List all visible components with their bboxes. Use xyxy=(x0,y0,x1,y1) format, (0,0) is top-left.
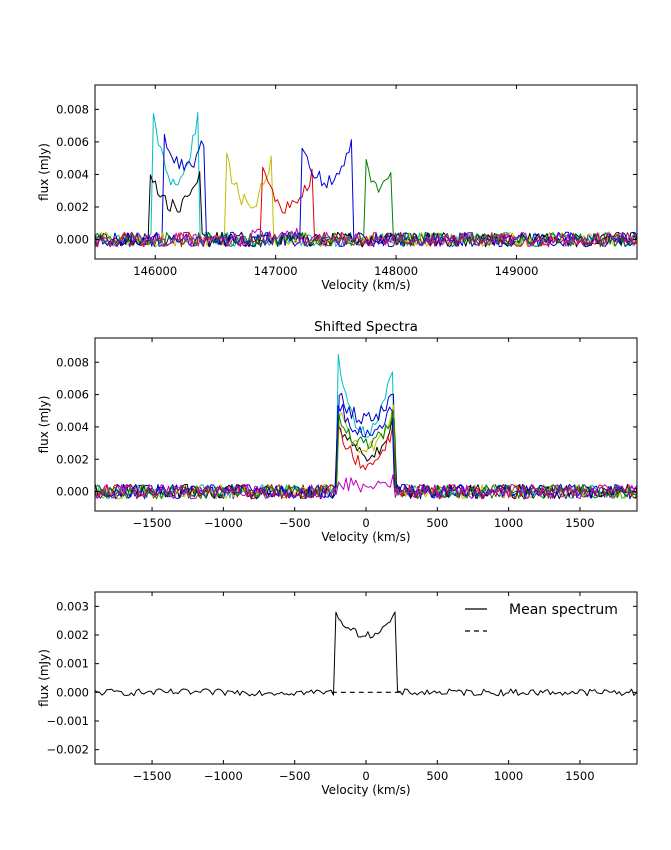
y-tick-label: 0.002 xyxy=(56,452,89,466)
x-tick-label: 1000 xyxy=(494,769,523,783)
x-tick-label: 146000 xyxy=(133,264,177,278)
y-tick-label: 0.006 xyxy=(56,135,89,149)
x-tick-label: 1000 xyxy=(494,516,523,530)
chart-title: Shifted Spectra xyxy=(314,319,418,335)
y-axis-label: flux (mJy) xyxy=(37,396,51,454)
series-line-7 xyxy=(95,474,637,500)
series-line-2 xyxy=(95,417,637,500)
series-line-3 xyxy=(95,404,637,500)
y-tick-label: 0.000 xyxy=(56,685,89,699)
y-tick-label: 0.000 xyxy=(56,485,89,499)
series-line-4 xyxy=(95,425,637,500)
x-tick-label: 1500 xyxy=(565,769,594,783)
y-tick-label: 0.002 xyxy=(56,200,89,214)
series-line-0 xyxy=(95,354,637,499)
x-tick-label: 0 xyxy=(362,769,369,783)
y-tick-label: 0.006 xyxy=(56,388,89,402)
x-tick-label: 1500 xyxy=(565,516,594,530)
y-tick-label: 0.008 xyxy=(56,355,89,369)
series-line-0 xyxy=(95,611,637,697)
y-tick-label: 0.000 xyxy=(56,232,89,246)
y-tick-label: 0.004 xyxy=(56,420,89,434)
series-line-0 xyxy=(95,112,637,248)
plot-area xyxy=(95,354,637,500)
y-tick-label: 0.008 xyxy=(56,102,89,116)
x-axis-label: Velocity (km/s) xyxy=(321,278,410,292)
series-line-6 xyxy=(95,410,637,500)
legend-label: Mean spectrum xyxy=(509,602,618,618)
x-tick-label: −1000 xyxy=(204,769,243,783)
y-tick-label: 0.001 xyxy=(56,657,89,671)
y-tick-label: −0.002 xyxy=(46,743,89,757)
x-tick-label: 500 xyxy=(426,769,448,783)
series-line-1 xyxy=(95,392,637,500)
x-tick-label: −1500 xyxy=(133,769,172,783)
series-line-7 xyxy=(95,227,637,248)
panel-mean-spectrum: −1500 −1000 −500 0 500 1000 1500 −0.002 −0.001 0.… xyxy=(37,591,638,797)
y-tick-label: 0.002 xyxy=(56,628,89,642)
x-tick-label: −500 xyxy=(279,769,311,783)
series-line-6 xyxy=(95,159,637,248)
x-tick-label: 500 xyxy=(426,516,448,530)
x-tick-label: −1500 xyxy=(133,516,172,530)
x-tick-label: −500 xyxy=(279,516,311,530)
panel-observed-spectra: 146000 147000 148000 149000 0.000 0.002 0.004 0… xyxy=(37,84,638,292)
plot-area xyxy=(95,112,637,248)
y-axis-label: flux (mJy) xyxy=(37,143,51,201)
axes-frame xyxy=(94,84,638,260)
x-tick-label: 0 xyxy=(362,516,369,530)
x-tick-label: 148000 xyxy=(374,264,418,278)
y-tick-label: −0.001 xyxy=(46,714,89,728)
y-tick-label: 0.004 xyxy=(56,167,89,181)
panel-shifted-spectra: −1500 −1000 −500 0 500 1000 1500 0.000 0.002 0.00… xyxy=(37,319,638,544)
y-tick-label: 0.003 xyxy=(56,599,89,613)
y-axis-label: flux (mJy) xyxy=(37,649,51,707)
legend: Mean spectrum xyxy=(465,602,618,632)
x-axis-label: Velocity (km/s) xyxy=(321,783,410,797)
x-tick-label: −1000 xyxy=(204,516,243,530)
x-tick-label: 147000 xyxy=(254,264,298,278)
plot-area xyxy=(95,611,637,697)
x-tick-label: 149000 xyxy=(495,264,539,278)
x-axis-label: Velocity (km/s) xyxy=(321,530,410,544)
